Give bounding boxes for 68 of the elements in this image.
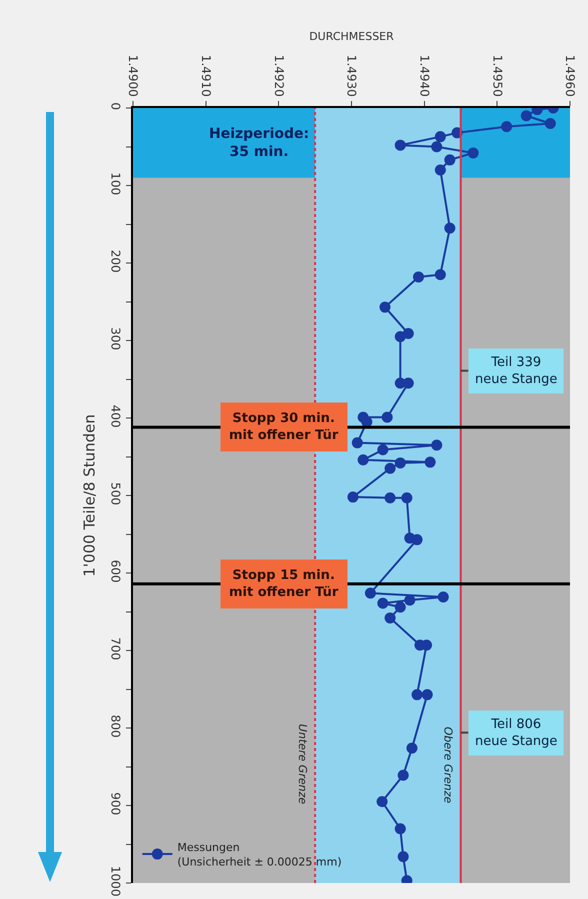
y-tick-label: 100 [108,172,123,196]
point [377,598,388,609]
point [380,302,390,313]
point [382,412,393,423]
point [434,164,446,176]
point [424,456,436,468]
point [544,118,556,129]
y-tick-label: 900 [108,792,123,816]
y-tick-label: 600 [108,560,123,583]
point [358,454,369,466]
point [376,796,388,808]
ref-line-label: Untere Grenze [296,724,310,804]
ref-line-label: Obere Grenze [441,726,454,804]
point [398,770,409,781]
point [394,602,406,613]
point [520,110,532,122]
x-tick-label: 1.4950 [490,54,504,97]
y-tick-label: 300 [108,327,123,350]
point [394,331,406,342]
point [444,154,456,166]
point [377,444,388,456]
point [468,147,479,158]
point [412,689,423,700]
y-tick-label: 400 [108,404,123,428]
point [394,823,406,834]
point [401,492,412,504]
point [402,378,414,389]
point [352,437,363,448]
x-axis-title: DURCHMESSER [309,30,394,43]
y-tick-label: 200 [108,250,123,273]
point [444,222,456,234]
point [384,612,396,624]
y-tick-label: 700 [108,637,123,660]
point [434,131,446,142]
ref-line-label: Stopp 30 min. mit offener Tür [229,411,339,443]
y-tick-label: 800 [108,714,123,738]
point [394,140,406,151]
y-tick-label: 500 [108,482,123,506]
point [404,594,416,606]
x-tick-label: 1.4910 [198,54,213,97]
point [347,492,358,503]
annotation: Teil 806 neue Stange [475,717,558,749]
point [384,462,396,474]
x-tick-label: 1.4940 [417,54,432,97]
legend-label: Messungen (Unsicherheit ± 0.00025 mm) [177,841,342,868]
point [431,440,442,451]
x-tick-label: 1.4960 [563,54,578,97]
point [501,121,512,132]
x-tick-label: 1.4920 [272,54,286,97]
point [394,457,406,468]
point [384,492,396,504]
point [364,588,376,599]
x-tick-label: 1.4930 [344,54,359,97]
y-tick-label: 1000 [108,866,123,896]
point [438,592,449,603]
point [412,534,423,546]
point [398,851,409,862]
annotation: Teil 339 neue Stange [475,355,558,387]
y-tick-label: 0 [108,102,123,110]
x-tick-label: 1.4900 [126,54,140,97]
point [413,271,424,282]
point [422,689,433,700]
band-label: Heizperiode: 35 min. [209,126,310,160]
point [431,141,442,152]
ref-line-label: Stopp 15 min. mit offener Tür [229,568,339,600]
point [434,269,446,280]
point [406,742,418,754]
y-axis-title: 1'000 Teile/8 Stunden [80,414,98,577]
